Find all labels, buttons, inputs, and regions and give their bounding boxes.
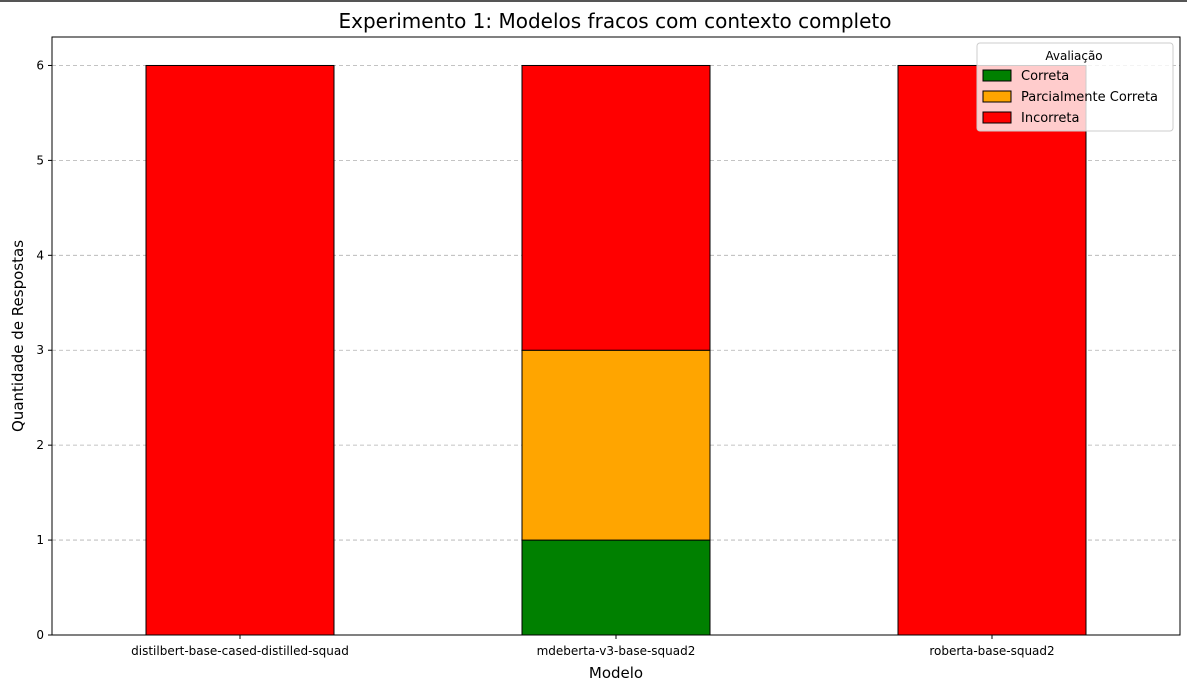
bar-segment <box>897 64 1087 636</box>
legend-title: Avaliação <box>1045 49 1102 63</box>
y-tick-label: 6 <box>36 58 44 72</box>
legend: Avaliação Correta Parcialmente Correta Inc… <box>976 42 1174 132</box>
bar-segment <box>521 349 711 541</box>
top-border <box>0 0 1187 2</box>
y-tick-label: 0 <box>36 628 44 642</box>
y-tick-label: 3 <box>36 343 44 357</box>
legend-items: Correta Parcialmente Correta Incorreta <box>982 69 1158 126</box>
legend-label: Correta <box>1021 69 1069 84</box>
bar-segment <box>145 64 335 636</box>
y-tick-label: 1 <box>36 533 44 547</box>
bars <box>145 64 1087 636</box>
legend-swatch <box>982 69 1012 82</box>
bar-segment <box>521 64 711 351</box>
x-tick-label: mdeberta-v3-base-squad2 <box>537 644 696 658</box>
x-axis-ticks: distilbert-base-cased-distilled-squad mde… <box>131 635 1055 658</box>
x-axis-label: Modelo <box>589 664 643 682</box>
legend-swatch <box>982 90 1012 103</box>
bar-segment <box>521 539 711 636</box>
x-tick-label: roberta-base-squad2 <box>929 644 1054 658</box>
y-tick-label: 2 <box>36 438 44 452</box>
y-axis-ticks: 0 1 2 3 4 5 6 <box>36 58 52 642</box>
y-tick-label: 4 <box>36 248 44 262</box>
x-tick-label: distilbert-base-cased-distilled-squad <box>131 644 349 658</box>
legend-label: Parcialmente Correta <box>1021 90 1158 105</box>
legend-box <box>976 42 1174 132</box>
legend-swatch <box>982 111 1012 124</box>
y-axis-label: Quantidade de Respostas <box>9 240 27 432</box>
chart-title: Experimento 1: Modelos fracos com contex… <box>339 9 892 33</box>
y-tick-label: 5 <box>36 153 44 167</box>
legend-label: Incorreta <box>1021 111 1079 126</box>
